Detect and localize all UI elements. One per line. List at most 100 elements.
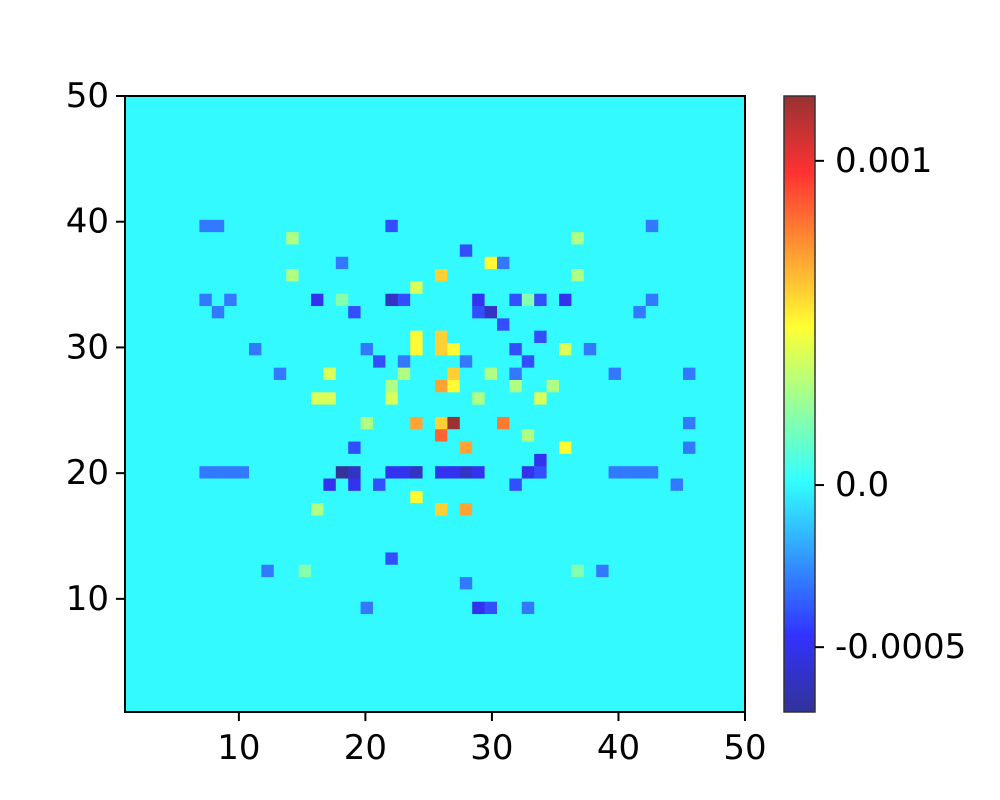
heatmap-cell	[497, 514, 510, 528]
heatmap-cell	[397, 169, 411, 183]
heatmap-cell	[732, 453, 746, 467]
heatmap-cell	[559, 428, 572, 442]
heatmap-cell	[695, 293, 709, 307]
heatmap-cell	[137, 330, 151, 343]
heatmap-cell	[224, 157, 238, 171]
heatmap-cell	[422, 527, 436, 541]
heatmap-cell	[410, 514, 424, 528]
heatmap-cell	[298, 687, 312, 701]
heatmap-cell	[360, 330, 374, 343]
heatmap-cell	[484, 576, 498, 590]
heatmap-cell	[484, 354, 498, 368]
heatmap-cell	[695, 416, 709, 430]
heatmap-cell	[335, 662, 349, 676]
heatmap-cell	[137, 699, 151, 713]
heatmap-cell	[137, 601, 151, 615]
heatmap-cell	[596, 120, 610, 134]
heatmap-cell	[509, 404, 523, 417]
heatmap-cell	[447, 465, 461, 479]
heatmap-cell	[385, 317, 399, 331]
heatmap-cell	[261, 268, 275, 282]
heatmap-cell	[435, 293, 448, 307]
heatmap-cell	[286, 588, 300, 602]
heatmap-cell	[211, 96, 225, 109]
heatmap-cell	[249, 440, 262, 454]
heatmap-cell	[732, 638, 746, 651]
heatmap-cell	[670, 675, 684, 688]
heatmap-cell	[621, 231, 634, 245]
heatmap-cell	[249, 662, 262, 676]
heatmap-cell	[658, 613, 672, 627]
heatmap-cell	[261, 132, 275, 146]
heatmap-cell	[385, 256, 399, 270]
heatmap-cell	[608, 342, 622, 356]
heatmap-cell	[323, 96, 337, 109]
heatmap-cell	[435, 404, 448, 417]
heatmap-cell	[732, 342, 746, 356]
heatmap-cell	[174, 440, 188, 454]
heatmap-cell	[459, 404, 473, 417]
heatmap-cell	[162, 219, 176, 233]
heatmap-cell	[633, 330, 647, 343]
heatmap-cell	[224, 650, 238, 664]
heatmap-cell	[633, 367, 647, 380]
heatmap-cell	[273, 551, 287, 565]
heatmap-cell	[707, 182, 721, 196]
heatmap-cell	[273, 539, 287, 553]
heatmap-cell	[224, 330, 238, 343]
heatmap-cell	[187, 527, 200, 541]
heatmap-cell	[261, 675, 275, 688]
heatmap-cell	[571, 675, 585, 688]
heatmap-cell	[199, 551, 213, 565]
heatmap-cell	[397, 576, 411, 590]
heatmap-cell	[707, 440, 721, 454]
heatmap-cell	[348, 576, 362, 590]
heatmap-cell	[224, 219, 238, 233]
heatmap-cell	[472, 453, 486, 467]
heatmap-cell	[559, 169, 572, 183]
heatmap-cell	[435, 588, 448, 602]
heatmap-cell	[633, 243, 647, 257]
heatmap-cell	[497, 256, 510, 270]
heatmap-cell	[459, 132, 473, 146]
heatmap-cell	[509, 305, 523, 319]
heatmap-cell	[559, 219, 572, 233]
heatmap-cell	[422, 687, 436, 701]
heatmap-cell	[435, 354, 448, 368]
heatmap-cell	[484, 527, 498, 541]
heatmap-cell	[137, 416, 151, 430]
heatmap-cell	[224, 465, 238, 479]
heatmap-cell	[187, 305, 200, 319]
heatmap-cell	[509, 317, 523, 331]
heatmap-cell	[435, 379, 448, 393]
heatmap-cell	[546, 404, 560, 417]
heatmap-cell	[224, 169, 238, 183]
heatmap-cell	[670, 268, 684, 282]
heatmap-cell	[720, 293, 734, 307]
heatmap-cell	[137, 625, 151, 639]
heatmap-cell	[125, 613, 138, 627]
heatmap-cell	[732, 132, 746, 146]
heatmap-cell	[447, 527, 461, 541]
heatmap-cell	[571, 514, 585, 528]
heatmap-cell	[137, 305, 151, 319]
heatmap-cell	[732, 662, 746, 676]
heatmap-cell	[261, 416, 275, 430]
heatmap-cell	[521, 206, 535, 220]
heatmap-cell	[385, 416, 399, 430]
heatmap-cell	[323, 379, 337, 393]
heatmap-cell	[621, 379, 634, 393]
heatmap-cell	[435, 268, 448, 282]
heatmap-cell	[410, 280, 424, 294]
heatmap-cell	[360, 638, 374, 651]
heatmap-cell	[273, 416, 287, 430]
heatmap-cell	[633, 194, 647, 208]
heatmap-cell	[286, 687, 300, 701]
heatmap-cell	[571, 687, 585, 701]
heatmap-cell	[608, 330, 622, 343]
heatmap-cell	[397, 564, 411, 578]
heatmap-cell	[683, 625, 696, 639]
heatmap-cell	[335, 416, 349, 430]
heatmap-cell	[534, 256, 548, 270]
heatmap-cell	[224, 662, 238, 676]
